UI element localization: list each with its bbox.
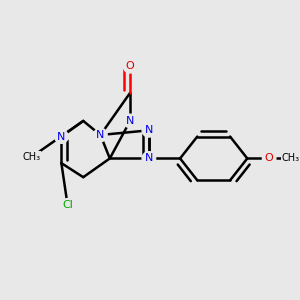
Circle shape: [94, 128, 107, 142]
Text: O: O: [126, 61, 134, 71]
Text: N: N: [145, 125, 153, 135]
Text: N: N: [96, 130, 105, 140]
Text: O: O: [265, 153, 274, 164]
Text: N: N: [57, 132, 66, 142]
Text: N: N: [126, 116, 134, 126]
Text: CH₃: CH₃: [282, 153, 300, 164]
Circle shape: [142, 124, 156, 137]
Text: N: N: [145, 153, 153, 164]
Circle shape: [23, 148, 40, 165]
Circle shape: [283, 150, 299, 167]
Text: CH₃: CH₃: [22, 152, 41, 162]
Circle shape: [142, 152, 156, 165]
Text: Cl: Cl: [62, 200, 73, 210]
Circle shape: [61, 199, 74, 212]
Circle shape: [123, 114, 137, 128]
Circle shape: [262, 152, 276, 165]
Circle shape: [55, 130, 68, 143]
Circle shape: [123, 59, 137, 73]
